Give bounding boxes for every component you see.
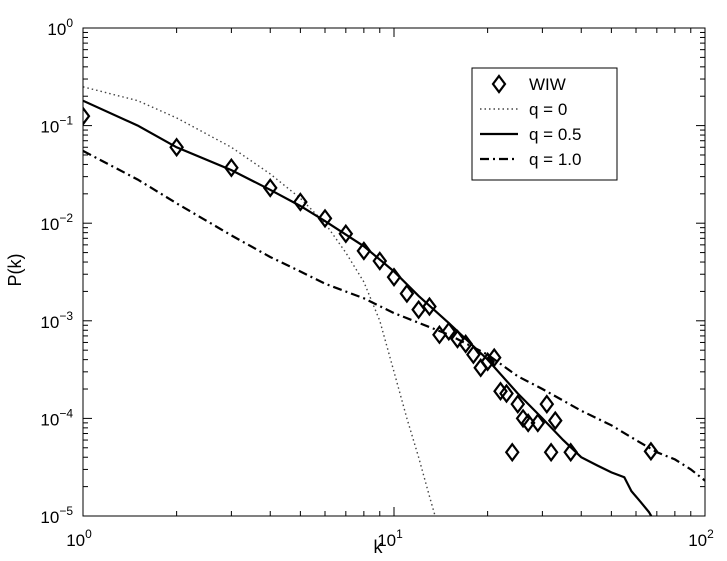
x-tick-label: 101 [377, 527, 403, 550]
data-point-6 [338, 223, 354, 244]
data-point-26 [520, 413, 536, 433]
series-line-3 [83, 149, 705, 482]
axis-ticks: 100 101 102 100 10−1 10−2 10−3 10−4 10−5 [40, 16, 714, 550]
data-point-31 [563, 442, 579, 463]
data-point-16 [458, 334, 474, 354]
legend-label: q = 0.5 [529, 125, 581, 144]
data-point-30 [547, 410, 563, 431]
data-point-32 [643, 441, 659, 462]
legend-label: WIW [529, 75, 566, 94]
data-point-1 [169, 137, 184, 158]
data-point-22 [499, 383, 514, 404]
data-point-9 [386, 267, 402, 287]
x-tick-label: 100 [66, 527, 92, 550]
data-point-5 [317, 208, 333, 229]
x-tick-label: 102 [688, 527, 714, 550]
data-point-15 [450, 329, 465, 349]
data-point-3 [262, 178, 278, 198]
data-point-20 [486, 347, 502, 368]
data-point-8 [372, 251, 388, 271]
data-point-28 [539, 394, 555, 414]
y-tick-label: 10−3 [40, 309, 73, 332]
y-tick-label: 10−1 [40, 114, 73, 137]
legend-entry: q = 0.5 [480, 125, 581, 144]
y-tick-label: 10−2 [40, 211, 73, 234]
data-point-19 [480, 351, 495, 372]
data-point-27 [530, 413, 546, 433]
data-point-14 [441, 321, 457, 342]
data-point-0 [83, 106, 91, 126]
legend-entry: q = 0 [480, 100, 567, 119]
data-point-2 [224, 157, 239, 178]
data-point-24 [510, 394, 526, 414]
legend-entry: q = 1.0 [480, 150, 581, 169]
legend-label: q = 1.0 [529, 150, 581, 169]
y-axis-label: P(k) [5, 254, 25, 287]
data-point-10 [399, 283, 415, 304]
data-point-29 [543, 442, 559, 463]
legend-entry: WIW [491, 74, 566, 94]
data-point-12 [422, 296, 437, 317]
y-tick-label: 10−5 [40, 504, 73, 527]
y-tick-label: 100 [47, 16, 73, 39]
legend: WIW q = 0 q = 0.5 q = 1.0 [471, 67, 618, 181]
data-point-7 [356, 241, 372, 261]
legend-marker [491, 74, 507, 94]
series-line-2 [83, 99, 653, 516]
legend-label: q = 0 [529, 100, 567, 119]
x-axis-label: k [374, 537, 384, 557]
data-point-17 [466, 344, 481, 365]
data-point-4 [293, 192, 308, 212]
data-point-23 [504, 442, 520, 463]
y-tick-label: 10−4 [40, 406, 73, 429]
plot-area [83, 86, 705, 516]
series-line-1 [83, 86, 436, 516]
